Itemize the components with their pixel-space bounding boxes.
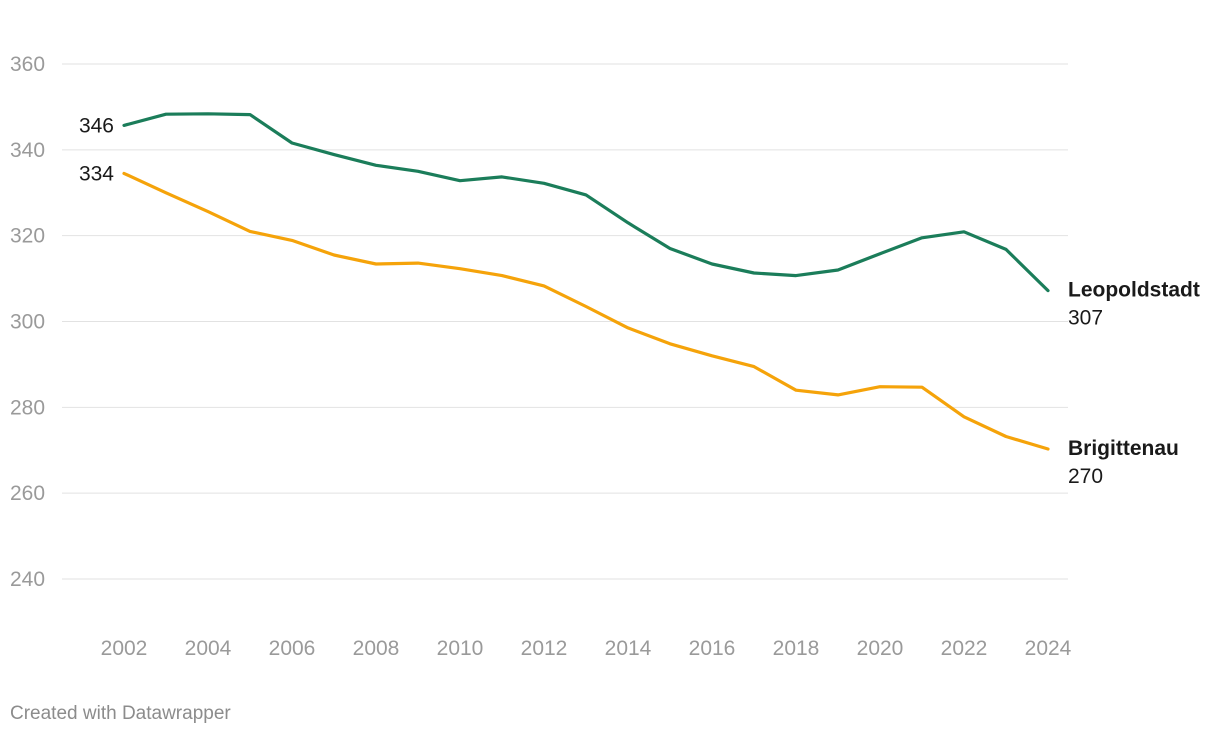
x-tick-label-2014: 2014 (605, 637, 652, 660)
credit-text: Created with Datawrapper (10, 703, 231, 724)
y-tick-label-280: 280 (10, 396, 45, 419)
x-tick-label-2024: 2024 (1025, 637, 1072, 660)
end-value-label-brigittenau: 270 (1068, 465, 1103, 488)
y-tick-label-260: 260 (10, 482, 45, 505)
x-tick-label-2012: 2012 (521, 637, 568, 660)
x-axis: 2002 2004 2006 2008 2010 2012 2014 2016 2018 2020… (101, 637, 1072, 660)
x-tick-label-2002: 2002 (101, 637, 148, 660)
series-line-leopoldstadt (122, 112, 1050, 293)
start-value-label-leopoldstadt: 346 (79, 114, 114, 137)
x-tick-label-2008: 2008 (353, 637, 400, 660)
x-tick-label-2020: 2020 (857, 637, 904, 660)
series-line-brigittenau (122, 171, 1050, 451)
end-value-label-leopoldstadt: 307 (1068, 307, 1103, 330)
x-tick-label-2010: 2010 (437, 637, 484, 660)
x-tick-label-2022: 2022 (941, 637, 988, 660)
y-tick-label-340: 340 (10, 139, 45, 162)
x-tick-label-2016: 2016 (689, 637, 736, 660)
y-tick-label-300: 300 (10, 311, 45, 334)
x-tick-label-2018: 2018 (773, 637, 820, 660)
y-axis: 240 260 280 300 320 340 360 (10, 53, 45, 591)
series-labels: 346 Leopoldstadt 307 334 Brigittenau 270 (79, 114, 1200, 488)
y-tick-label-320: 320 (10, 225, 45, 248)
y-tick-label-360: 360 (10, 53, 45, 76)
series-name-label-brigittenau: Brigittenau (1068, 437, 1179, 460)
gridlines (62, 63, 1068, 580)
x-tick-label-2004: 2004 (185, 637, 232, 660)
series-name-label-leopoldstadt: Leopoldstadt (1068, 279, 1200, 302)
x-tick-label-2006: 2006 (269, 637, 316, 660)
y-tick-label-240: 240 (10, 568, 45, 591)
series-lines (122, 112, 1050, 451)
start-value-label-brigittenau: 334 (79, 162, 114, 185)
